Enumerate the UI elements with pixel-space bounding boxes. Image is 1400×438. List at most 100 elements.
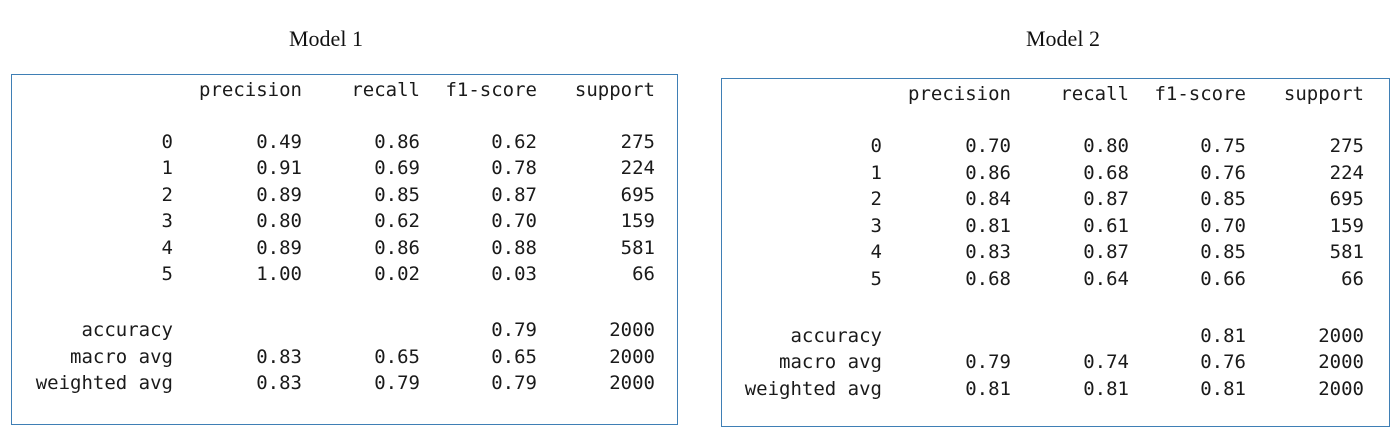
summary-value-support: 2000 xyxy=(609,372,655,394)
summary-label: accuracy xyxy=(790,325,882,347)
summary-value-f1: 0.81 xyxy=(1200,378,1246,400)
metric-value-recall: 0.69 xyxy=(374,157,420,179)
metric-value-support: 581 xyxy=(1329,241,1364,263)
metric-value-precision: 0.89 xyxy=(256,184,302,206)
summary-value-precision: 0.83 xyxy=(256,346,302,368)
summary-label: weighted avg xyxy=(744,378,882,400)
metric-value-recall: 0.61 xyxy=(1083,215,1129,237)
metric-value-f1: 0.66 xyxy=(1200,268,1246,290)
class-label: 4 xyxy=(161,237,173,259)
column-header-f1-score: f1-score xyxy=(445,79,537,101)
summary-value-recall: 0.74 xyxy=(1083,351,1129,373)
metric-value-recall: 0.87 xyxy=(1083,241,1129,263)
summary-value-f1: 0.81 xyxy=(1200,325,1246,347)
metric-value-precision: 0.89 xyxy=(256,237,302,259)
metric-value-support: 224 xyxy=(620,157,655,179)
metric-value-recall: 0.85 xyxy=(374,184,420,206)
class-label: 0 xyxy=(161,131,173,153)
metric-value-support: 224 xyxy=(1329,162,1364,184)
column-header-precision: precision xyxy=(199,79,302,101)
metric-value-f1: 0.85 xyxy=(1200,241,1246,263)
metric-value-recall: 0.62 xyxy=(374,210,420,232)
metric-value-precision: 0.70 xyxy=(965,135,1011,157)
summary-value-recall: 0.81 xyxy=(1083,378,1129,400)
metric-value-f1: 0.87 xyxy=(491,184,537,206)
column-header-support: support xyxy=(574,79,655,101)
metric-value-precision: 0.91 xyxy=(256,157,302,179)
model-2-classification-report: precision recall f1-score support 0 0.70 0.80 0… xyxy=(721,78,1390,427)
metric-value-precision: 0.84 xyxy=(965,188,1011,210)
metric-value-support: 695 xyxy=(1329,188,1364,210)
metric-value-f1: 0.88 xyxy=(491,237,537,259)
metric-value-recall: 0.02 xyxy=(374,263,420,285)
metric-value-support: 159 xyxy=(1329,215,1364,237)
metric-value-support: 275 xyxy=(620,131,655,153)
metric-value-f1: 0.70 xyxy=(491,210,537,232)
class-label: 5 xyxy=(161,263,173,285)
metric-value-f1: 0.76 xyxy=(1200,162,1246,184)
class-label: 0 xyxy=(870,135,882,157)
summary-label: macro avg xyxy=(779,351,882,373)
metric-value-f1: 0.70 xyxy=(1200,215,1246,237)
summary-label: accuracy xyxy=(81,319,173,341)
summary-value-precision: 0.81 xyxy=(965,378,1011,400)
summary-value-support: 2000 xyxy=(609,346,655,368)
metric-value-recall: 0.87 xyxy=(1083,188,1129,210)
summary-value-support: 2000 xyxy=(1318,378,1364,400)
class-label: 3 xyxy=(161,210,173,232)
summary-value-f1: 0.79 xyxy=(491,319,537,341)
metric-value-f1: 0.78 xyxy=(491,157,537,179)
metric-value-recall: 0.86 xyxy=(374,237,420,259)
summary-label: macro avg xyxy=(70,346,173,368)
metric-value-recall: 0.86 xyxy=(374,131,420,153)
summary-value-support: 2000 xyxy=(1318,325,1364,347)
metric-value-precision: 0.80 xyxy=(256,210,302,232)
model-1-report-table: precision recall f1-score support 0 0.49 0.86 0… xyxy=(12,75,677,424)
metric-value-precision: 0.49 xyxy=(256,131,302,153)
summary-value-recall: 0.65 xyxy=(374,346,420,368)
metric-value-support: 695 xyxy=(620,184,655,206)
class-label: 4 xyxy=(870,241,882,263)
summary-value-support: 2000 xyxy=(609,319,655,341)
class-label: 2 xyxy=(161,184,173,206)
metric-value-recall: 0.68 xyxy=(1083,162,1129,184)
summary-value-f1: 0.76 xyxy=(1200,351,1246,373)
metric-value-support: 66 xyxy=(632,263,655,285)
summary-label: weighted avg xyxy=(35,372,173,394)
summary-value-support: 2000 xyxy=(1318,351,1364,373)
metric-value-precision: 0.86 xyxy=(965,162,1011,184)
metric-value-recall: 0.64 xyxy=(1083,268,1129,290)
model-2-title: Model 2 xyxy=(1026,26,1100,51)
model-1-title: Model 1 xyxy=(289,26,363,51)
summary-value-recall: 0.79 xyxy=(374,372,420,394)
metric-value-precision: 1.00 xyxy=(256,263,302,285)
summary-value-f1: 0.65 xyxy=(491,346,537,368)
class-label: 2 xyxy=(870,188,882,210)
metric-value-precision: 0.81 xyxy=(965,215,1011,237)
summary-value-precision: 0.83 xyxy=(256,372,302,394)
metric-value-f1: 0.85 xyxy=(1200,188,1246,210)
metric-value-precision: 0.83 xyxy=(965,241,1011,263)
class-label: 1 xyxy=(870,162,882,184)
metric-value-support: 66 xyxy=(1341,268,1364,290)
class-label: 3 xyxy=(870,215,882,237)
metric-value-support: 581 xyxy=(620,237,655,259)
column-header-recall: recall xyxy=(1060,83,1129,105)
class-label: 5 xyxy=(870,268,882,290)
column-header-precision: precision xyxy=(908,83,1011,105)
metric-value-recall: 0.80 xyxy=(1083,135,1129,157)
column-header-f1-score: f1-score xyxy=(1154,83,1246,105)
metric-value-f1: 0.03 xyxy=(491,263,537,285)
metric-value-support: 275 xyxy=(1329,135,1364,157)
column-header-recall: recall xyxy=(351,79,420,101)
model-2-report-table: precision recall f1-score support 0 0.70 0.80 0… xyxy=(722,79,1389,426)
column-header-support: support xyxy=(1283,83,1364,105)
summary-value-precision: 0.79 xyxy=(965,351,1011,373)
class-label: 1 xyxy=(161,157,173,179)
metric-value-f1: 0.75 xyxy=(1200,135,1246,157)
metric-value-support: 159 xyxy=(620,210,655,232)
summary-value-f1: 0.79 xyxy=(491,372,537,394)
model-1-classification-report: precision recall f1-score support 0 0.49 0.86 0… xyxy=(11,74,678,425)
metric-value-precision: 0.68 xyxy=(965,268,1011,290)
metric-value-f1: 0.62 xyxy=(491,131,537,153)
